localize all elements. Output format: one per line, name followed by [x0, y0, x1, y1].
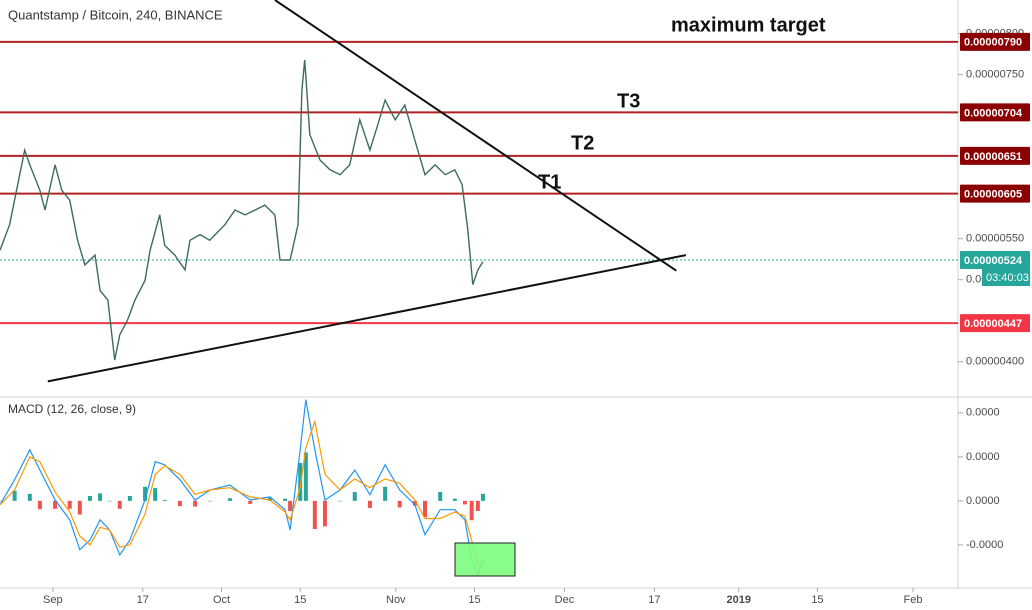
x-tick-label: 2019 [726, 594, 750, 606]
histogram-bar [412, 500, 417, 506]
histogram-bar [117, 500, 122, 509]
histogram-bar [383, 486, 388, 501]
histogram-bar [283, 498, 288, 501]
histogram-bar [303, 452, 308, 501]
x-tick-label: Feb [904, 594, 923, 606]
histogram-bar [77, 500, 82, 515]
histogram-bar [322, 500, 327, 527]
histogram-bar [98, 493, 103, 501]
y-tick-label: 0.00000400 [966, 356, 1024, 368]
histogram-bar [177, 500, 182, 507]
histogram-bar [143, 486, 148, 501]
histogram-bar [162, 499, 167, 501]
histogram-bar [267, 497, 272, 501]
x-tick-label: 17 [137, 594, 149, 606]
annotation: T1 [538, 171, 561, 193]
highlight-box [454, 542, 516, 577]
level-label: 0.00000605 [964, 188, 1022, 200]
x-tick-label: 15 [468, 594, 480, 606]
price-line [0, 59, 484, 361]
countdown: 03:40:03 [986, 272, 1029, 284]
histogram-bar [452, 498, 457, 501]
histogram-bar [12, 490, 17, 501]
level-label-bg [960, 103, 1030, 122]
level-label-bg [960, 251, 1030, 270]
level-label: 0.00000524 [964, 255, 1023, 267]
histogram-bar [208, 500, 213, 502]
x-tick-label: 17 [648, 594, 660, 606]
annotation: maximum target [671, 14, 826, 36]
histogram-bar [27, 493, 32, 501]
indicator-title: MACD (12, 26, close, 9) [8, 402, 136, 416]
x-tick-label: Nov [386, 594, 406, 606]
x-tick-label: Dec [555, 594, 575, 606]
histogram-bar [67, 500, 72, 509]
level-label-bg [960, 146, 1030, 165]
level-label: 0.00000651 [964, 151, 1022, 163]
histogram-bar [338, 500, 343, 502]
trendline [274, 0, 677, 272]
histogram-bar [153, 488, 158, 501]
histogram-bar [227, 498, 232, 501]
y-tick-label: 0.0000 [966, 495, 1000, 507]
chart-title: Quantstamp / Bitcoin, 240, BINANCE [8, 7, 223, 22]
x-tick-label: Sep [43, 594, 63, 606]
histogram-bar [107, 500, 112, 502]
histogram-bar [0, 500, 2, 502]
series-line [0, 419, 484, 568]
histogram-bar [127, 496, 132, 501]
histogram-bar [37, 500, 42, 510]
histogram-bar [423, 500, 428, 518]
y-tick-label: -0.0000 [966, 539, 1003, 551]
x-tick-label: Oct [213, 594, 230, 606]
y-tick-label: 0.0000 [966, 407, 1000, 419]
level-label: 0.00000447 [964, 318, 1022, 330]
histogram-bar [469, 500, 474, 521]
histogram-bar [298, 463, 303, 501]
histogram-bar [248, 500, 253, 504]
level-label-bg [960, 314, 1030, 333]
y-tick-label: 0.00000750 [966, 69, 1024, 81]
annotation: T3 [617, 90, 640, 112]
level-label: 0.00000704 [964, 107, 1023, 119]
histogram-bar [438, 492, 443, 501]
level-label: 0.00000790 [964, 37, 1022, 49]
trendline [47, 254, 687, 383]
histogram-bar [480, 493, 485, 501]
histogram-bar [193, 500, 198, 507]
level-label-bg [960, 184, 1030, 203]
level-label-bg [960, 32, 1030, 51]
histogram-bar [87, 496, 92, 501]
histogram-bar [53, 500, 58, 509]
histogram-bar [367, 500, 372, 508]
x-tick-label: 15 [294, 594, 306, 606]
y-tick-label: 0.00000550 [966, 233, 1024, 245]
y-tick-label: 0.0000 [966, 451, 1000, 463]
x-tick-label: 15 [811, 594, 823, 606]
histogram-bar [352, 492, 357, 501]
histogram-bar [288, 500, 293, 511]
histogram-bar [462, 500, 467, 505]
histogram-bar [397, 500, 402, 508]
annotation: T2 [571, 132, 594, 154]
histogram-bar [312, 500, 317, 530]
countdown-bg [982, 269, 1030, 287]
histogram-bar [475, 500, 480, 511]
